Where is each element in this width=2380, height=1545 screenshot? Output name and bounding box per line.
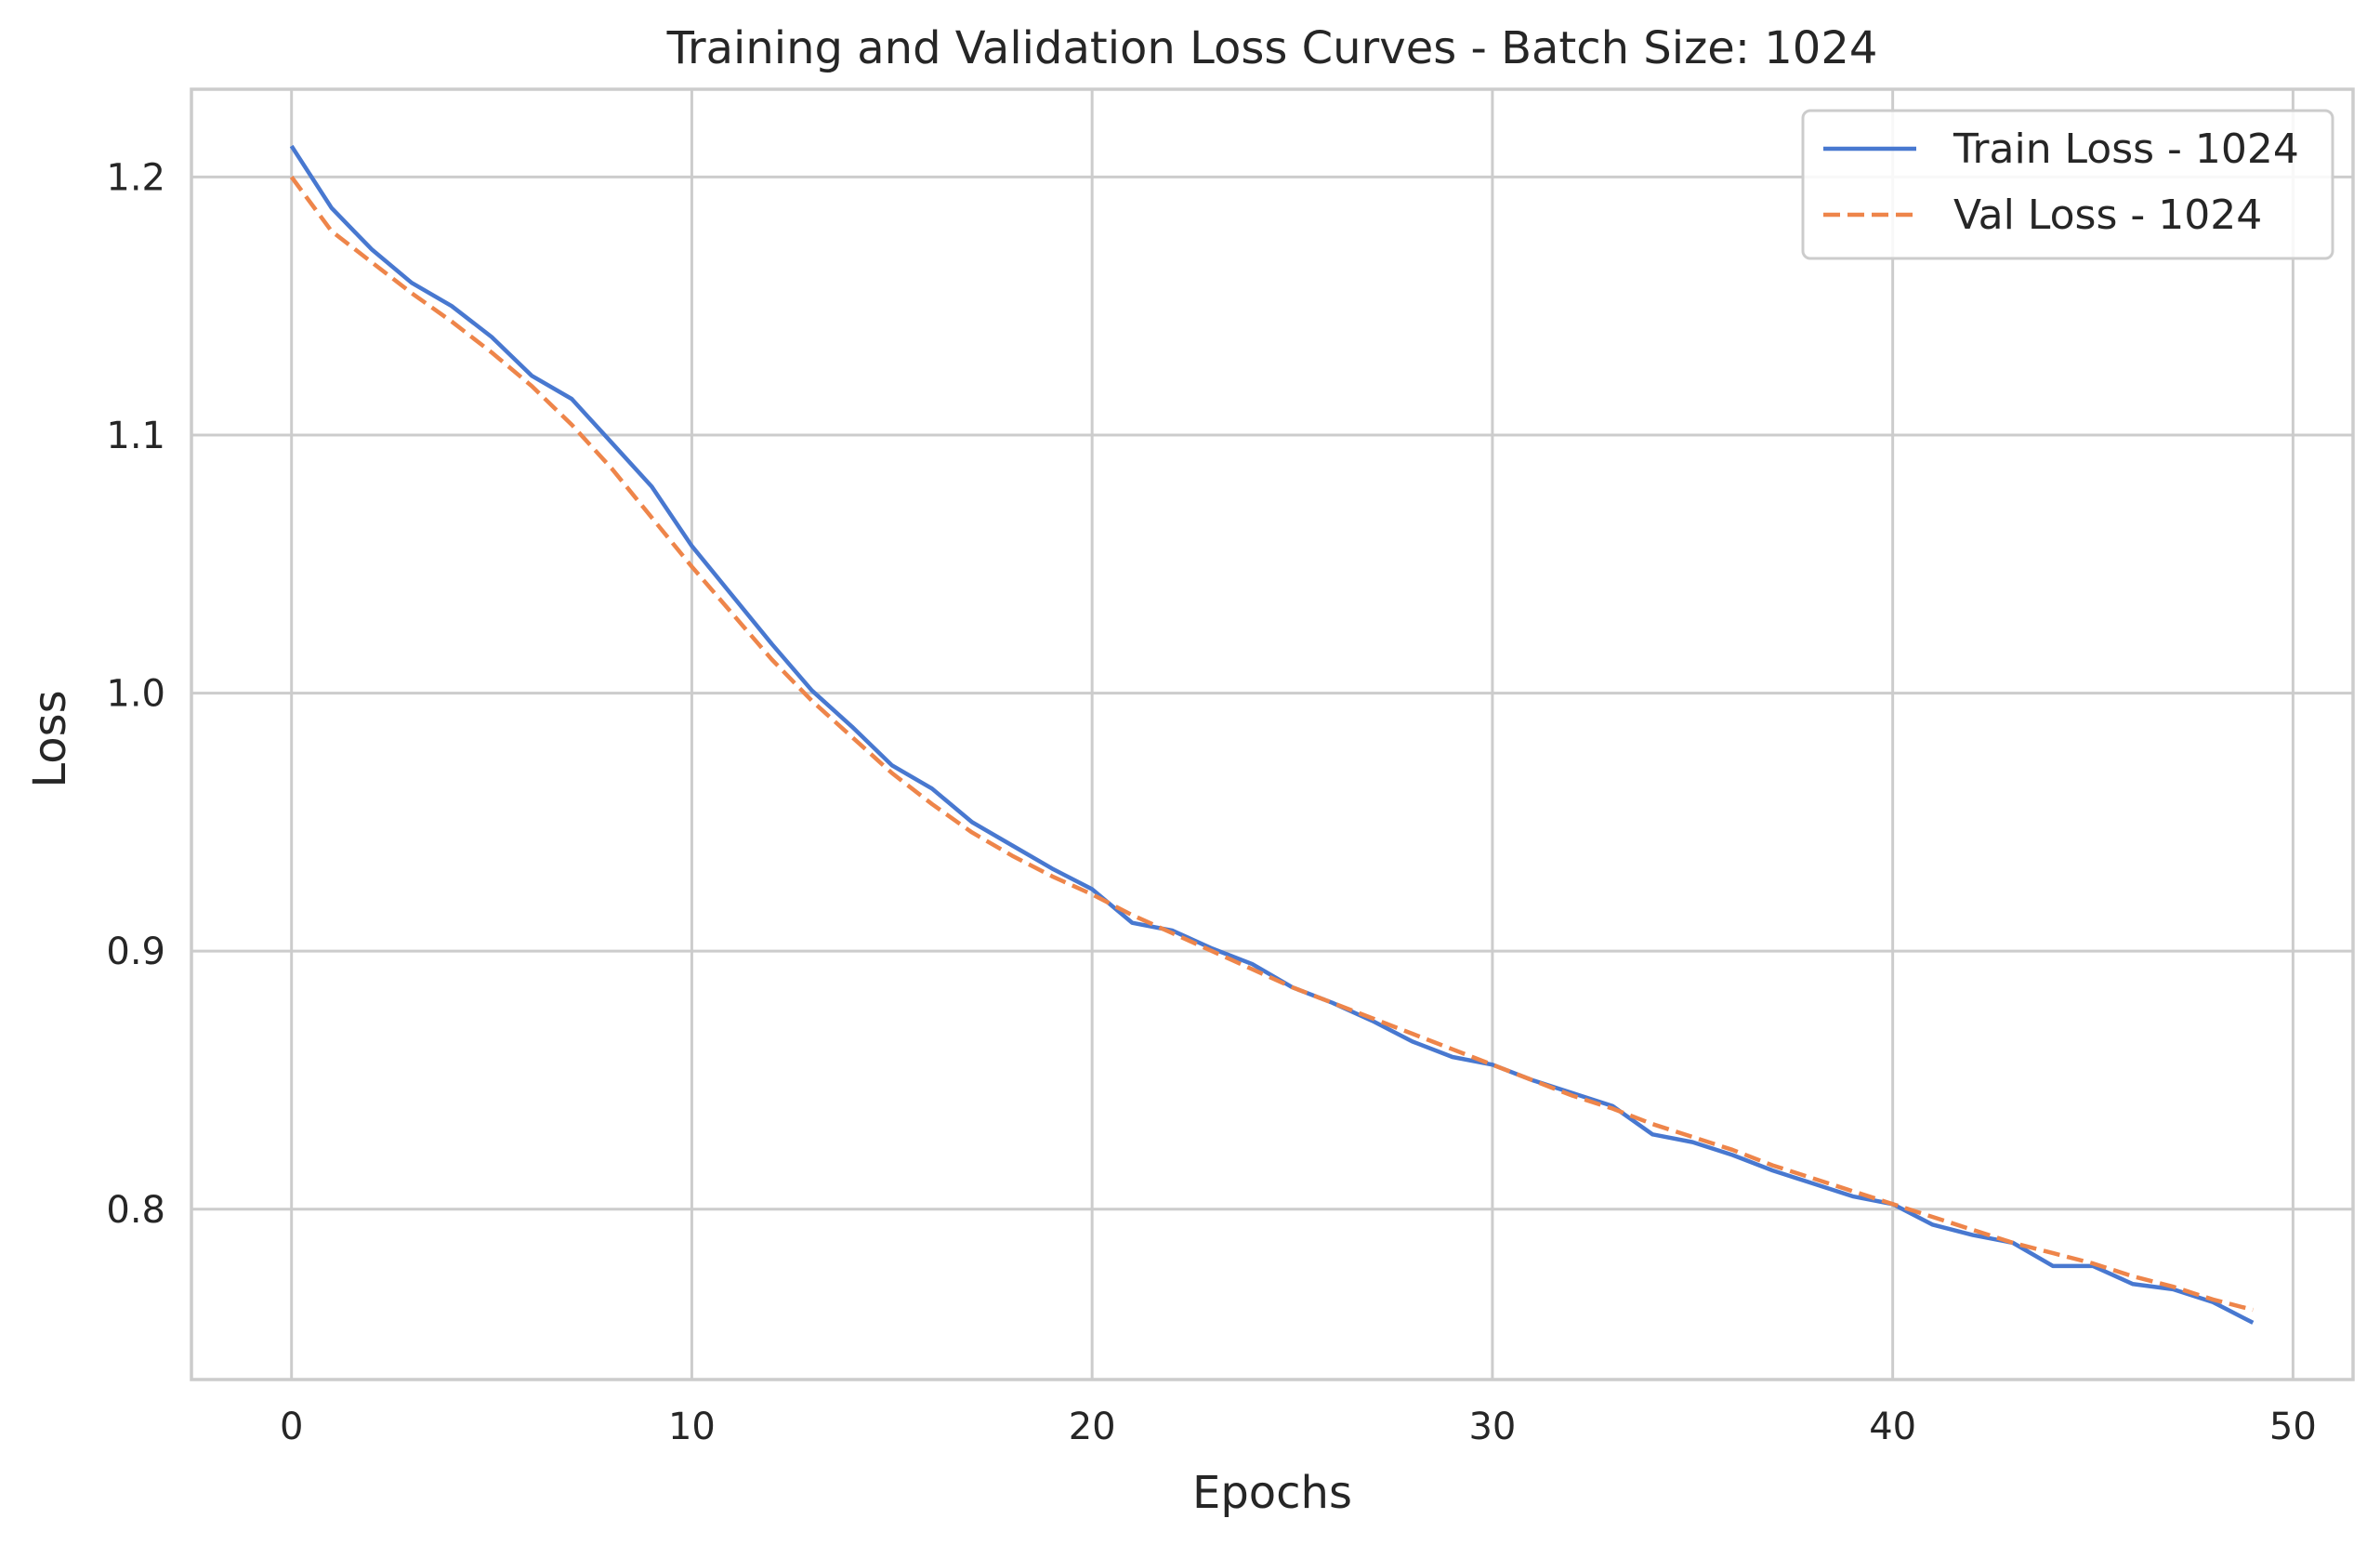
series-lines [289,144,2255,1325]
y-tick-label: 0.9 [106,931,165,973]
y-tick-label: 0.8 [106,1189,165,1232]
legend-box [1801,109,2334,260]
x-tick-label: 20 [1069,1406,1116,1448]
y-axis-label: Loss [24,690,76,787]
x-tick-label: 0 [280,1406,303,1448]
x-tick-label: 30 [1468,1406,1516,1448]
plot-area-frame [190,87,2355,1381]
y-tick-label: 1.2 [106,156,165,199]
y-tick-label: 1.0 [106,673,165,716]
x-axis-label: Epochs [1192,1467,1352,1519]
legend: Train Loss - 1024 Val Loss - 1024 [1801,109,2334,260]
train-loss-line [289,144,2255,1325]
x-tick-label: 50 [2269,1406,2317,1448]
val-loss-line [289,176,2254,1313]
legend-label-train: Train Loss - 1024 [1953,125,2299,173]
tick-labels: 0 10 20 30 40 50 0.8 0.9 1.0 1.1 1.2 [106,156,2316,1448]
legend-label-val: Val Loss - 1024 [1953,191,2262,239]
y-tick-label: 1.1 [106,415,165,457]
x-tick-label: 40 [1869,1406,1916,1448]
x-tick-label: 10 [668,1406,716,1448]
chart-title: Training and Validation Loss Curves - Ba… [666,22,1878,74]
